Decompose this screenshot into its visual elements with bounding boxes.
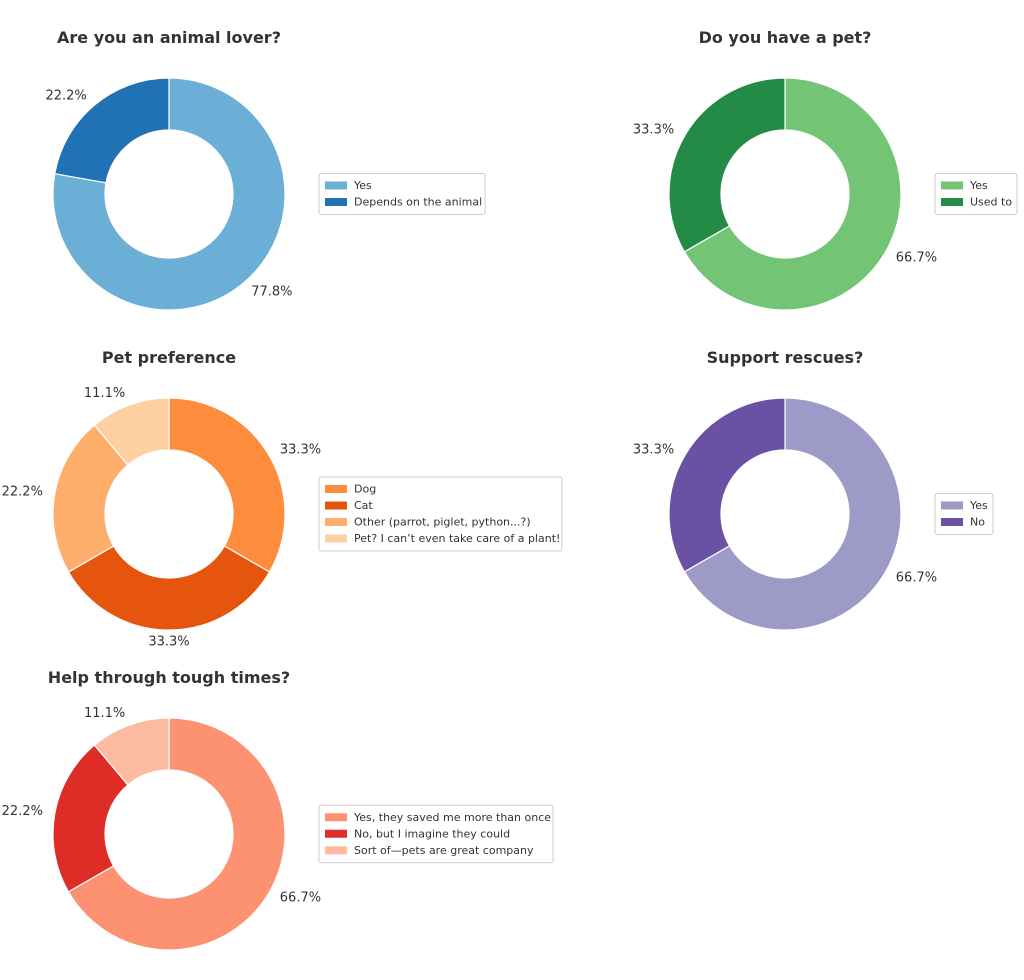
slice-cat (67, 545, 271, 631)
chart-title: Help through tough times? (48, 668, 290, 687)
legend-label-yes: Yes (969, 179, 988, 192)
percent-label-yes: 66.7% (896, 571, 937, 586)
slice-yes (683, 397, 902, 631)
slice-depends-on-the-animal (54, 77, 170, 184)
legend-swatch-no (941, 518, 963, 526)
legend-swatch-cat (325, 501, 347, 510)
legend-label-no: No (970, 516, 985, 529)
percent-label-depends-on-the-animal: 22.2% (45, 88, 86, 103)
chart-animal-lover: Are you an animal lover? 77.8% 22.2% Yes De… (45, 28, 486, 311)
legend (318, 476, 563, 552)
slice-dog (168, 397, 286, 573)
legend-swatch-other-parrot-piglet-python (325, 518, 347, 526)
percent-label-used-to: 33.3% (633, 122, 674, 137)
legend-label-cat: Cat (354, 499, 373, 512)
percent-label-no: 33.3% (633, 442, 674, 457)
percent-label-dog: 33.3% (280, 443, 321, 458)
slice-used-to (668, 77, 786, 253)
percent-label-sort-of-pets-are-great-company: 11.1% (84, 706, 125, 721)
slice-no (668, 397, 786, 573)
percent-label-yes: 77.8% (251, 285, 292, 300)
chart-title: Support rescues? (707, 348, 864, 367)
chart-pet-preference: Pet preference 33.3% 33.3% 22.2% 11.1% Dog Ca… (2, 348, 563, 650)
legend (318, 804, 554, 864)
legend-label-sort-of-pets-are-great-company: Sort of—pets are great company (354, 844, 534, 857)
legend-swatch-pet-i-can-t-even-take-care-of-a-plant (325, 534, 347, 543)
legend-swatch-yes (941, 501, 963, 510)
chart-tough-times: Help through tough times? 66.7% 22.2% 11.1… (2, 668, 554, 951)
percent-label-yes: 66.7% (896, 251, 937, 266)
legend-swatch-yes-they-saved-me-more-than-once (325, 813, 347, 822)
legend-label-yes: Yes (969, 499, 988, 512)
legend-swatch-depends-on-the-animal (325, 198, 347, 206)
legend-label-used-to: Used to (970, 196, 1012, 209)
percent-label-pet-i-can-t-even-take-care-of-a-plant: 11.1% (84, 386, 125, 401)
legend-label-depends-on-the-animal: Depends on the animal (354, 196, 482, 209)
legend-label-dog: Dog (354, 483, 376, 496)
legend-label-yes-they-saved-me-more-than-once: Yes, they saved me more than once (353, 811, 551, 824)
legend-label-other-parrot-piglet-python: Other (parrot, piglet, python...?) (354, 516, 531, 529)
legend-swatch-yes (941, 181, 963, 190)
legend-swatch-sort-of-pets-are-great-company (325, 846, 347, 855)
chart-have-pet: Do you have a pet? 66.7% 33.3% Yes Used to (633, 28, 1018, 311)
slice-other-parrot-piglet-python (52, 424, 129, 573)
legend-label-no-but-i-imagine-they-could: No, but I imagine they could (354, 827, 510, 840)
legend-swatch-yes (325, 181, 347, 190)
legend-label-pet-i-can-t-even-take-care-of-a-plant: Pet? I can’t even take care of a plant! (354, 532, 560, 545)
slice-pet-i-can-t-even-take-care-of-a-plant (93, 397, 170, 466)
slice-sort-of-pets-are-great-company (93, 717, 170, 786)
legend-swatch-used-to (941, 198, 963, 206)
legend-label-yes: Yes (353, 179, 372, 192)
slice-yes (683, 77, 902, 311)
percent-label-other-parrot-piglet-python: 22.2% (2, 484, 43, 499)
legend (318, 173, 486, 215)
slice-yes-they-saved-me-more-than-once (67, 717, 286, 951)
slice-no-but-i-imagine-they-could (52, 744, 129, 893)
legend-swatch-dog (325, 485, 347, 493)
chart-support-rescues: Support rescues? 66.7% 33.3% Yes No (633, 348, 994, 631)
chart-title: Do you have a pet? (699, 28, 872, 47)
percent-label-cat: 33.3% (148, 635, 189, 650)
chart-title: Are you an animal lover? (57, 28, 281, 47)
chart-title: Pet preference (102, 348, 236, 367)
slice-yes (52, 77, 286, 311)
percent-label-no-but-i-imagine-they-could: 22.2% (2, 804, 43, 819)
legend-swatch-no-but-i-imagine-they-could (325, 829, 347, 838)
percent-label-yes-they-saved-me-more-than-once: 66.7% (280, 891, 321, 906)
